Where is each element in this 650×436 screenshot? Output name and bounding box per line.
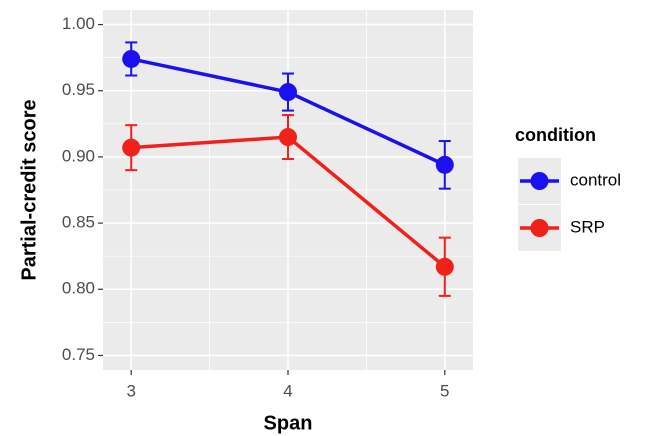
y-tick-label: 0.85 (62, 213, 95, 232)
point (435, 257, 454, 276)
legend-label: SRP (570, 217, 605, 236)
y-tick-label: 1.00 (62, 14, 95, 33)
legend-label: control (570, 170, 621, 189)
legend-point (530, 219, 549, 237)
point (435, 155, 454, 174)
y-tick-label: 0.75 (62, 345, 95, 364)
y-tick-label: 0.95 (62, 80, 95, 99)
x-axis-title: Span (264, 412, 313, 434)
x-tick-label: 3 (126, 381, 135, 400)
y-tick-label: 0.90 (62, 146, 95, 165)
x-tick-label: 5 (440, 381, 449, 400)
point (122, 138, 141, 157)
point (122, 49, 141, 68)
y-axis-title: Partial-credit score (18, 99, 40, 280)
point (279, 128, 297, 147)
x-tick-label: 4 (283, 381, 292, 400)
y-tick-label: 0.80 (62, 279, 95, 298)
legend-point (530, 172, 549, 190)
legend-title: condition (515, 125, 596, 145)
point (279, 83, 297, 102)
